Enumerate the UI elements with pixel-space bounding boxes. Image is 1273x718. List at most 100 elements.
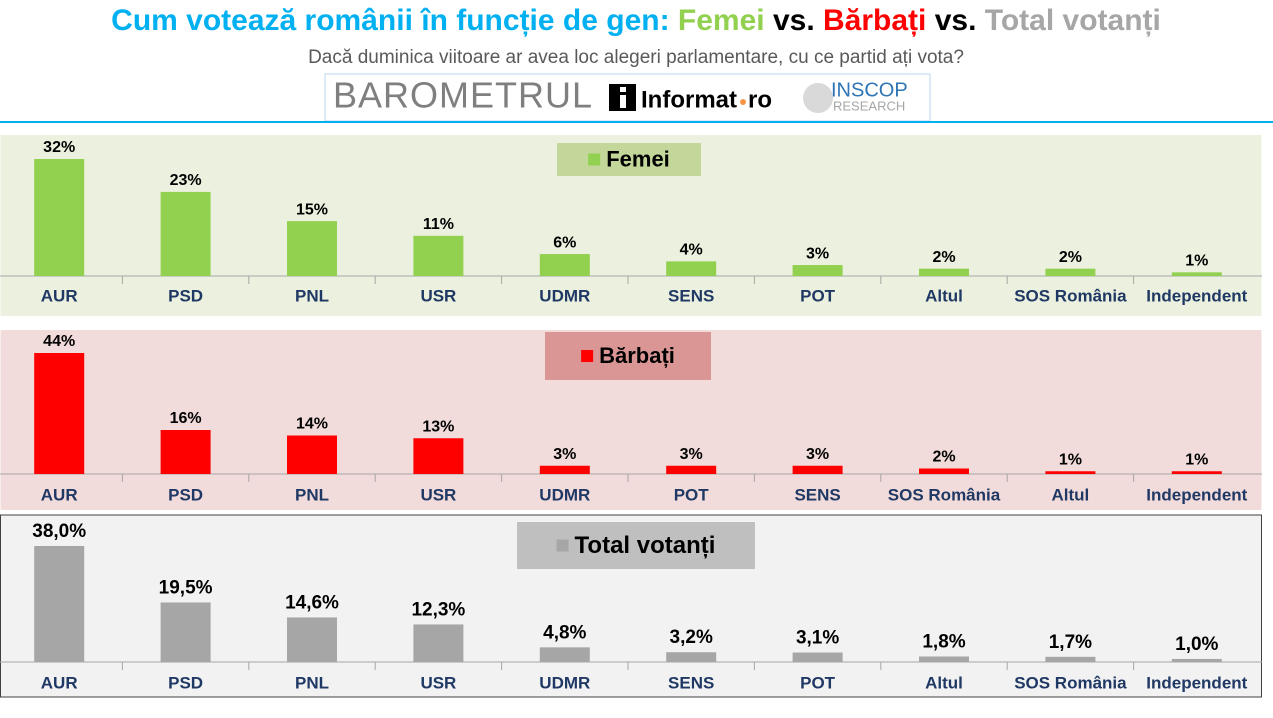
value-label: 3% [680, 446, 703, 463]
value-label: 13% [422, 418, 454, 435]
bar [34, 546, 85, 662]
logo-icon [620, 87, 626, 92]
value-label: 1,0% [1175, 634, 1218, 655]
x-tick-label: Altul [925, 673, 963, 692]
x-tick-label: AUR [41, 485, 78, 504]
value-label: 1,7% [1049, 632, 1092, 653]
title-part: Total votanți [985, 4, 1161, 37]
x-tick-label: PSD [168, 673, 203, 692]
x-tick-label: USR [420, 673, 456, 692]
logo-icon [620, 95, 626, 108]
subtitle: Dacă duminica viitoare ar avea loc alege… [308, 47, 964, 68]
value-label: 38,0% [32, 521, 86, 542]
bar [287, 435, 337, 474]
title-part: Cum votează românii în funcție de gen: [111, 4, 678, 37]
x-tick-label: Independent [1146, 286, 1247, 305]
bar [539, 465, 590, 474]
x-tick-label: POT [800, 286, 836, 305]
logo-dot [740, 99, 746, 105]
legend-label: Total votanți [575, 532, 716, 559]
value-label: 23% [170, 172, 202, 189]
x-tick-label: UDMR [539, 286, 590, 305]
x-tick-label: SENS [668, 673, 714, 692]
bar [792, 465, 843, 474]
legend-box [545, 332, 711, 380]
bar [287, 221, 337, 276]
logo-informat-tld: ro [748, 86, 772, 113]
value-label: 3% [806, 245, 829, 262]
x-tick-label: Independent [1146, 673, 1247, 692]
value-label: 15% [296, 201, 328, 218]
value-label: 3,2% [670, 627, 713, 648]
title: Cum votează românii în funcție de gen: F… [111, 4, 1161, 37]
x-tick-label: SOS România [888, 485, 1001, 504]
bar [287, 617, 337, 662]
bar [792, 265, 843, 276]
value-label: 2% [932, 449, 955, 466]
legend-swatch [581, 350, 594, 362]
legend-label: Bărbați [599, 343, 675, 368]
value-label: 2% [932, 249, 955, 266]
value-label: 1% [1185, 253, 1208, 270]
bar [666, 652, 717, 662]
x-tick-label: SENS [794, 485, 840, 504]
value-label: 11% [423, 216, 454, 233]
value-label: 44% [43, 333, 75, 350]
bar [1045, 656, 1096, 662]
value-label: 4,8% [543, 622, 586, 643]
x-tick-label: PNL [295, 673, 329, 692]
x-tick-label: USR [420, 286, 456, 305]
bar [666, 261, 717, 276]
logo-inscop: INSCOP [831, 79, 908, 101]
value-label: 6% [553, 234, 576, 251]
bar [34, 353, 85, 474]
x-tick-label: PNL [295, 286, 329, 305]
x-tick-label: Independent [1146, 485, 1247, 504]
bar [1045, 268, 1096, 276]
logo-research: RESEARCH [833, 98, 905, 113]
legend-box [557, 143, 701, 176]
bar [160, 191, 211, 276]
bar [413, 438, 464, 474]
x-tick-label: PSD [168, 286, 203, 305]
bar [539, 254, 590, 276]
bar [413, 235, 464, 276]
bar [919, 656, 969, 662]
bar [1045, 471, 1096, 474]
x-tick-label: POT [800, 673, 836, 692]
x-tick-label: UDMR [539, 673, 590, 692]
logo-barometer: BAROMETRUL [333, 75, 593, 116]
bar [792, 652, 843, 662]
x-tick-label: AUR [41, 286, 78, 305]
x-tick-label: Altul [1052, 485, 1090, 504]
bar [160, 430, 211, 474]
bar [919, 468, 969, 474]
bar [666, 465, 717, 474]
x-tick-label: PNL [295, 485, 329, 504]
value-label: 1% [1185, 451, 1208, 468]
bar [34, 159, 85, 276]
value-label: 16% [170, 410, 202, 427]
x-tick-label: Altul [925, 286, 963, 305]
x-tick-label: USR [420, 485, 456, 504]
bar [160, 602, 211, 662]
title-part: vs. [765, 4, 823, 37]
x-tick-label: UDMR [539, 485, 590, 504]
value-label: 3% [553, 446, 576, 463]
bar [413, 624, 464, 662]
bar [1171, 471, 1222, 474]
logo-inscop-icon [803, 83, 833, 113]
bar [919, 268, 969, 276]
title-part: vs. [926, 4, 984, 37]
legend-swatch [588, 153, 601, 166]
logo-informat: Informat [641, 86, 737, 113]
title-part: Femei [678, 4, 765, 37]
legend-swatch [556, 539, 569, 552]
value-label: 2% [1059, 249, 1082, 266]
value-label: 32% [43, 139, 75, 156]
bar [1171, 272, 1222, 276]
value-label: 4% [680, 242, 703, 259]
value-label: 1,8% [922, 632, 965, 653]
x-tick-label: SOS România [1014, 673, 1127, 692]
title-part: Bărbați [823, 4, 926, 37]
